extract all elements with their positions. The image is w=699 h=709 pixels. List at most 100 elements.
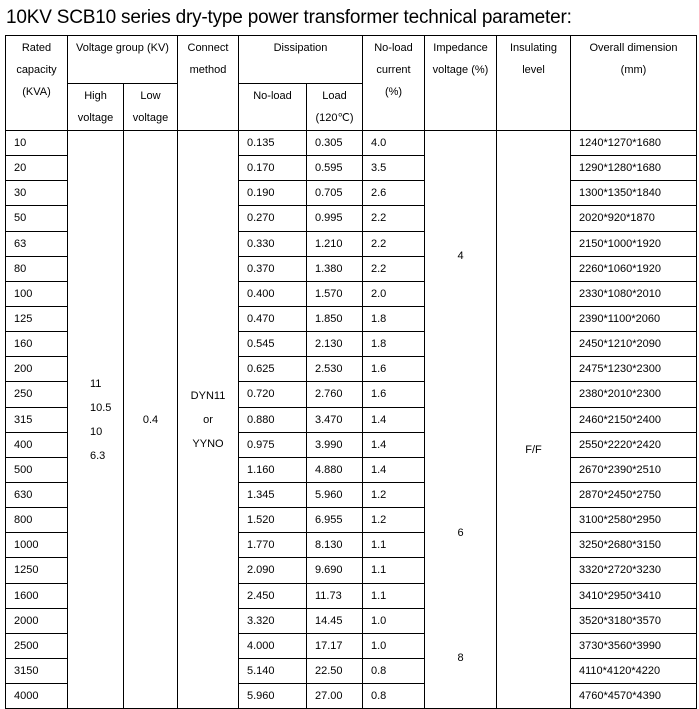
impedance-voltage-cell: 8: [424, 608, 497, 709]
high-voltage-value: 10: [90, 425, 103, 438]
connect-method-value: YYNO: [192, 437, 224, 450]
no-load-loss-cell: 2.090: [238, 557, 307, 584]
no-load-current-cell: 2.0: [362, 280, 425, 307]
rated-capacity-cell: 1000: [5, 532, 68, 559]
rated-capacity-cell: 2500: [5, 632, 68, 659]
rated-capacity-cell: 160: [5, 331, 68, 358]
no-load-current-cell: 1.0: [362, 632, 425, 659]
header-connect-method: Connect method: [177, 35, 239, 131]
rated-capacity-cell: 200: [5, 356, 68, 383]
overall-dimension-cell: 2450*1210*2090: [570, 331, 697, 358]
overall-dimension-cell: 2390*1100*2060: [570, 305, 697, 333]
no-load-loss-cell: 1.345: [238, 481, 307, 509]
no-load-loss-cell: 0.880: [238, 406, 307, 433]
no-load-loss-cell: 5.140: [238, 657, 307, 685]
overall-dimension-cell: 4110*4120*4220: [570, 657, 697, 685]
no-load-loss-cell: 0.170: [238, 155, 307, 182]
table-row: 1000 1.770 8.130 1.1 3250*2680*3150: [5, 532, 697, 559]
header-voltage-group: Voltage group (KV): [67, 35, 178, 84]
header-insulating-level: Insulating level: [496, 35, 571, 131]
connect-method-cell: DYN11 or YYNO: [177, 129, 239, 709]
no-load-loss-cell: 0.975: [238, 431, 307, 458]
overall-dimension-cell: 3250*2680*3150: [570, 532, 697, 559]
header-overall-dimension: Overall dimension (mm): [570, 35, 697, 131]
rated-capacity-cell: 30: [5, 180, 68, 207]
rated-capacity-cell: 63: [5, 230, 68, 257]
load-loss-cell: 1.850: [306, 305, 363, 333]
overall-dimension-cell: 2870*2450*2750: [570, 481, 697, 509]
load-loss-cell: 0.705: [306, 180, 363, 207]
rated-capacity-cell: 125: [5, 305, 68, 333]
insulating-level-cell: F/F: [496, 129, 571, 709]
no-load-loss-cell: 0.400: [238, 280, 307, 307]
header-no-load-current: No-load current (%): [362, 35, 425, 131]
load-loss-cell: 3.990: [306, 431, 363, 458]
page-title: 10KV SCB10 series dry-type power transfo…: [6, 7, 572, 28]
no-load-loss-cell: 5.960: [238, 683, 307, 709]
no-load-current-cell: 1.1: [362, 582, 425, 609]
no-load-current-cell: 1.2: [362, 507, 425, 534]
table-row: 2000 3.320 14.45 1.0 8 3520*3180*3570: [5, 607, 697, 709]
no-load-current-cell: 4.0: [362, 129, 425, 157]
rated-capacity-cell: 50: [5, 205, 68, 232]
rated-capacity-cell: 250: [5, 381, 68, 408]
low-voltage-cell: 0.4: [123, 129, 178, 709]
overall-dimension-cell: 2460*2150*2400: [570, 406, 697, 433]
overall-dimension-cell: 1240*1270*1680: [570, 129, 697, 157]
no-load-current-cell: 1.4: [362, 456, 425, 483]
no-load-loss-cell: 4.000: [238, 632, 307, 659]
overall-dimension-cell: 3320*2720*3230: [570, 557, 697, 584]
overall-dimension-cell: 4760*4570*4390: [570, 683, 697, 709]
overall-dimension-cell: 2330*1080*2010: [570, 280, 697, 307]
overall-dimension-cell: 3100*2580*2950: [570, 507, 697, 534]
overall-dimension-cell: 2380*2010*2300: [570, 381, 697, 408]
load-loss-cell: 27.00: [306, 683, 363, 709]
load-loss-cell: 0.305: [306, 129, 363, 157]
table-row: 50 0.270 0.995 2.2 2020*920*1870: [5, 205, 697, 232]
header-no-load-loss: No-load: [238, 83, 307, 131]
load-loss-cell: 1.570: [306, 280, 363, 307]
table-row: 1250 2.090 9.690 1.1 3320*2720*3230: [5, 557, 697, 584]
load-loss-cell: 1.380: [306, 255, 363, 282]
header-impedance-voltage: Impedance voltage (%): [424, 35, 497, 131]
no-load-loss-cell: 0.545: [238, 331, 307, 358]
overall-dimension-cell: 2550*2220*2420: [570, 431, 697, 458]
overall-dimension-cell: 2150*1000*1920: [570, 230, 697, 257]
no-load-loss-cell: 0.270: [238, 205, 307, 232]
load-loss-cell: 17.17: [306, 632, 363, 659]
load-loss-cell: 2.530: [306, 356, 363, 383]
overall-dimension-cell: 3520*3180*3570: [570, 607, 697, 634]
header-dissipation: Dissipation: [238, 35, 363, 84]
table-row: 80 0.370 1.380 2.2 2260*1060*1920: [5, 255, 697, 282]
no-load-current-cell: 1.1: [362, 532, 425, 559]
rated-capacity-cell: 630: [5, 481, 68, 509]
load-loss-cell: 1.210: [306, 230, 363, 257]
table-row: 3150 5.140 22.50 0.8 4110*4120*4220: [5, 657, 697, 685]
high-voltage-value: 6.3: [90, 449, 106, 462]
no-load-loss-cell: 0.135: [238, 129, 307, 157]
no-load-current-cell: 2.2: [362, 255, 425, 282]
load-loss-cell: 3.470: [306, 406, 363, 433]
overall-dimension-cell: 2260*1060*1920: [570, 255, 697, 282]
header-high-voltage: High voltage: [67, 83, 124, 131]
table-row: 200 0.625 2.530 1.6 2475*1230*2300: [5, 356, 697, 383]
header-rated-capacity: Rated capacity (KVA): [5, 35, 68, 131]
load-loss-cell: 2.130: [306, 331, 363, 358]
load-loss-cell: 11.73: [306, 582, 363, 609]
rated-capacity-cell: 3150: [5, 657, 68, 685]
rated-capacity-cell: 20: [5, 155, 68, 182]
no-load-current-cell: 2.2: [362, 230, 425, 257]
table-row: 30 0.190 0.705 2.6 1300*1350*1840: [5, 180, 697, 207]
impedance-voltage-cell: 4: [424, 129, 497, 382]
no-load-current-cell: 1.1: [362, 557, 425, 584]
table-row: 100 0.400 1.570 2.0 2330*1080*2010: [5, 280, 697, 307]
load-loss-cell: 0.595: [306, 155, 363, 182]
no-load-current-cell: 1.8: [362, 305, 425, 333]
no-load-current-cell: 1.0: [362, 607, 425, 634]
no-load-current-cell: 2.6: [362, 180, 425, 207]
overall-dimension-cell: 2475*1230*2300: [570, 356, 697, 383]
no-load-loss-cell: 1.160: [238, 456, 307, 483]
no-load-loss-cell: 1.770: [238, 532, 307, 559]
rated-capacity-cell: 800: [5, 507, 68, 534]
table-row: 800 1.520 6.955 1.2 3100*2580*2950: [5, 507, 697, 534]
